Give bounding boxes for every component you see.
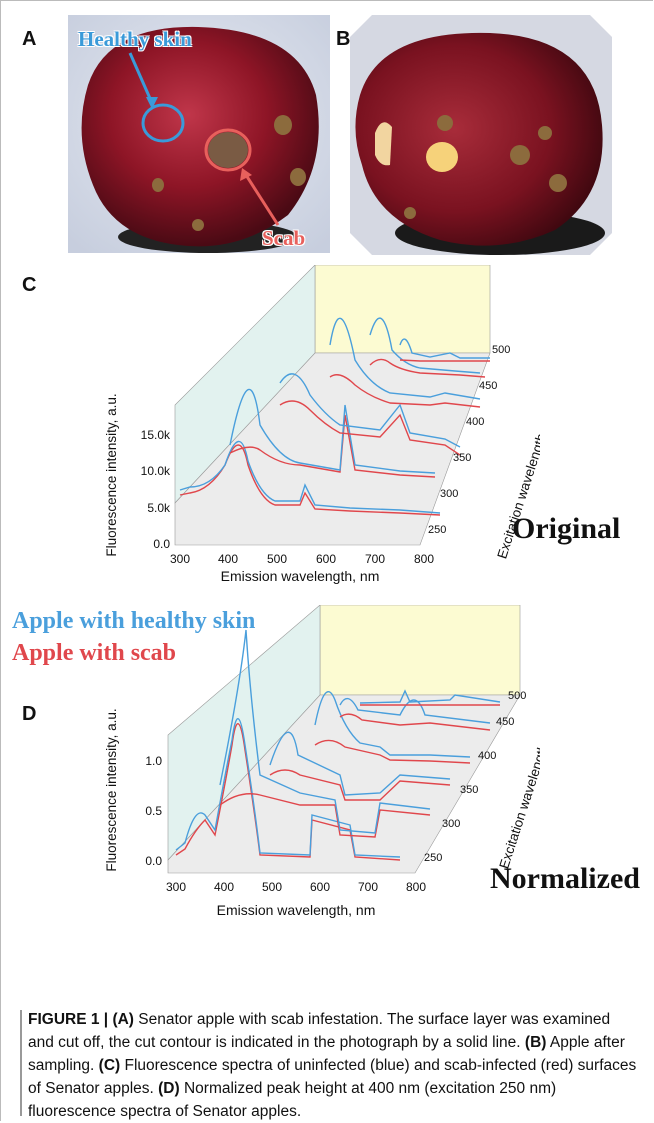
chart-d-traces <box>175 629 501 861</box>
d-zlabel: Excitation wavelength, nm <box>496 717 540 871</box>
d-xtick-2: 500 <box>262 880 282 894</box>
caption-c-text: Fluorescence spectra of uninfected (blue… <box>28 1057 637 1097</box>
d-ylabel: Fluorescence intensity, a.u. <box>104 708 119 871</box>
chart-c-traces <box>179 317 490 516</box>
legend-healthy: Apple with healthy skin <box>12 608 256 634</box>
caption-bar <box>20 1010 22 1116</box>
d-xtick-1: 400 <box>214 880 234 894</box>
d-ztick-5: 500 <box>508 690 526 702</box>
apple-photo-b <box>350 15 612 255</box>
d-xtick-4: 700 <box>358 880 378 894</box>
d-xtick-3: 600 <box>310 880 330 894</box>
d-xtick-5: 800 <box>406 880 426 894</box>
d-ytick-1: 0.5 <box>145 804 162 818</box>
panel-label-b: B <box>336 28 351 50</box>
panel-label-c: C <box>22 274 37 296</box>
caption-d-tag: (D) <box>158 1080 180 1097</box>
d-ztick-4: 450 <box>496 716 514 728</box>
c-xtick-1: 400 <box>218 552 238 566</box>
c-ztick-0: 250 <box>428 524 446 536</box>
c-ytick-1: 5.0k <box>147 501 171 515</box>
d-xlabel: Emission wavelength, nm <box>217 902 376 918</box>
c-ytick-3: 15.0k <box>141 428 171 442</box>
caption-fig-label: FIGURE 1 | <box>28 1011 113 1028</box>
c-ytick-2: 10.0k <box>141 464 171 478</box>
chart-panel-d: 0.0 0.5 1.0 300 400 500 600 700 800 250 … <box>104 605 540 918</box>
c-xtick-4: 700 <box>365 552 385 566</box>
chart-panel-c: 0.0 5.0k 10.0k 15.0k 300 400 500 600 700… <box>104 265 540 584</box>
d-ztick-3: 400 <box>478 750 496 762</box>
c-xtick-0: 300 <box>170 552 190 566</box>
panel-label-a: A <box>22 28 37 50</box>
panel-label-d: D <box>22 703 37 725</box>
caption-d-text: Normalized peak height at 400 nm (excita… <box>28 1080 557 1120</box>
healthy-skin-label: Healthy skin <box>78 27 192 51</box>
apple-photo-a <box>68 15 330 253</box>
c-xlabel: Emission wavelength, nm <box>221 568 380 584</box>
d-xtick-0: 300 <box>166 880 186 894</box>
c-ztick-4: 450 <box>479 380 497 392</box>
c-ztick-5: 500 <box>492 344 510 356</box>
c-ylabel: Fluorescence intensity, a.u. <box>104 393 119 556</box>
c-ytick-0: 0.0 <box>153 537 170 551</box>
panel-c-title: Original <box>512 512 621 545</box>
caption-a-tag: (A) <box>112 1011 134 1028</box>
d-ztick-1: 300 <box>442 818 460 830</box>
caption-b-tag: (B) <box>524 1034 547 1051</box>
caption-c-tag: (C) <box>98 1057 121 1074</box>
c-ztick-1: 300 <box>440 488 458 500</box>
caption-b-text: Apple after sampling. <box>28 1034 625 1074</box>
legend-scab: Apple with scab <box>12 640 177 666</box>
scab-label: Scab <box>262 226 306 250</box>
c-ztick-3: 400 <box>466 416 484 428</box>
d-ztick-2: 350 <box>460 784 478 796</box>
c-ztick-2: 350 <box>453 452 471 464</box>
d-ytick-0: 0.0 <box>145 854 162 868</box>
d-ztick-0: 250 <box>424 852 442 864</box>
c-xtick-5: 800 <box>414 552 434 566</box>
panel-d-title: Normalized <box>490 862 640 895</box>
c-xtick-2: 500 <box>267 552 287 566</box>
figure-caption: FIGURE 1 | (A) Senator apple with scab i… <box>28 1008 640 1123</box>
c-xtick-3: 600 <box>316 552 336 566</box>
caption-a-text: Senator apple with scab infestation. The… <box>28 1011 611 1051</box>
d-ytick-2: 1.0 <box>145 754 162 768</box>
